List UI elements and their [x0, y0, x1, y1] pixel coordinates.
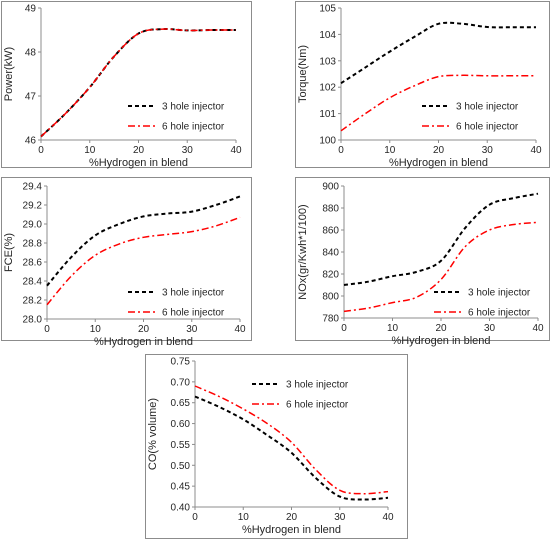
y-tick-label: 29.0: [23, 220, 43, 231]
series-line-2: [343, 221, 539, 313]
chart-panel-3: 0 10 20 30 40 28.0 28.2 28.4 28.6 28.8 29.0 29.2 29.…: [1, 177, 252, 348]
series-line-2: [194, 385, 389, 495]
y-tick-label: 0.65: [171, 398, 191, 409]
y-tick-label: 102: [319, 83, 336, 94]
y-axis-label: FCE(%): [3, 233, 15, 272]
x-tick-label: 0: [341, 323, 347, 334]
y-tick-label: 0.40: [171, 503, 191, 514]
x-tick-label: 20: [286, 512, 298, 523]
legend-label-1: 3 hole injector: [286, 380, 349, 391]
y-tick-label: 860: [322, 226, 339, 237]
x-tick-label: 0: [338, 145, 344, 156]
legend-label-2: 6 hole injector: [468, 308, 531, 319]
y-tick-label: 0.50: [171, 461, 191, 472]
chart-panel-1: 0 10 20 30 40 46 47 48 49 %Hydrogen in blend Power…: [1, 1, 252, 169]
x-tick-label: 0: [192, 512, 198, 523]
y-axis-label: NOx(gr/Kwh*1/100): [297, 204, 309, 299]
chart-panel-5: 0 10 20 30 40 0.40 0.45 0.50 0.55 0.60 0.65 0.70 0.7…: [145, 354, 408, 539]
x-tick-label: 10: [387, 323, 399, 334]
x-tick-label: 30: [334, 512, 346, 523]
legend-label-2: 6 hole injector: [162, 308, 225, 319]
legend-label-2: 6 hole injector: [456, 122, 519, 133]
x-axis-label: %Hydrogen in blend: [242, 524, 341, 536]
y-tick-label: 800: [322, 292, 339, 303]
x-tick-label: 0: [38, 145, 44, 156]
x-tick-label: 10: [238, 512, 250, 523]
x-tick-label: 10: [84, 145, 96, 156]
y-tick-label: 0.60: [171, 419, 191, 430]
y-tick-label: 0.45: [171, 482, 191, 493]
x-axis-label: %Hydrogen in blend: [389, 157, 488, 169]
y-tick-label: 104: [319, 30, 336, 41]
y-tick-label: 28.2: [23, 296, 43, 307]
chart-panel-2: 0 10 20 30 40 100 101 102 103 104 105 %Hydrogen in …: [295, 1, 550, 169]
y-tick-label: 28.0: [23, 315, 43, 326]
x-tick-label: 40: [234, 324, 246, 335]
y-tick-label: 29.2: [23, 201, 43, 212]
x-tick-label: 10: [384, 145, 396, 156]
x-axis-label: %Hydrogen in blend: [89, 157, 188, 169]
y-tick-label: 0.55: [171, 440, 191, 451]
y-tick-label: 780: [322, 314, 339, 325]
y-tick-label: 100: [319, 136, 336, 147]
series-line-1: [46, 195, 241, 287]
y-tick-label: 28.4: [23, 277, 43, 288]
x-tick-label: 30: [482, 145, 494, 156]
legend-label-1: 3 hole injector: [162, 288, 225, 299]
series-line-1: [194, 395, 389, 501]
y-tick-label: 0.70: [171, 377, 191, 388]
series-line-1: [40, 28, 237, 138]
x-axis-label: %Hydrogen in blend: [391, 335, 490, 347]
chart-frame: [1, 177, 252, 341]
x-tick-label: 30: [484, 323, 496, 334]
y-tick-label: 29.4: [23, 182, 43, 193]
x-tick-label: 20: [433, 145, 445, 156]
y-tick-label: 28.8: [23, 239, 43, 250]
y-tick-label: 46: [25, 136, 37, 147]
x-tick-label: 10: [90, 324, 102, 335]
legend-label-2: 6 hole injector: [286, 400, 349, 411]
x-axis-label: %Hydrogen in blend: [94, 336, 193, 348]
y-tick-label: 820: [322, 270, 339, 281]
series-line-1: [343, 192, 539, 286]
y-tick-label: 880: [322, 204, 339, 215]
x-tick-label: 40: [382, 512, 394, 523]
y-tick-label: 103: [319, 56, 336, 67]
series-line-2: [46, 216, 241, 306]
series-line-1: [340, 21, 536, 85]
legend-label-2: 6 hole injector: [162, 122, 225, 133]
x-tick-label: 30: [182, 145, 194, 156]
x-tick-label: 40: [230, 145, 242, 156]
y-axis-label: CO(% volume): [147, 398, 159, 470]
x-tick-label: 0: [44, 324, 50, 335]
y-axis-label: Power(kW): [3, 47, 15, 101]
x-tick-label: 20: [435, 323, 447, 334]
legend-label-1: 3 hole injector: [162, 102, 225, 113]
y-tick-label: 28.6: [23, 258, 43, 269]
x-tick-label: 40: [530, 145, 542, 156]
chart-panel-4: 0 10 20 30 40 780 800 820 840 860 880 900 %Hydrogen …: [295, 177, 550, 347]
x-tick-label: 30: [186, 324, 198, 335]
y-tick-label: 48: [25, 48, 37, 59]
y-tick-label: 900: [322, 182, 339, 193]
y-tick-label: 47: [25, 92, 37, 103]
legend-label-1: 3 hole injector: [468, 288, 531, 299]
legend-label-1: 3 hole injector: [456, 102, 519, 113]
y-tick-label: 101: [319, 109, 336, 120]
y-tick-label: 840: [322, 248, 339, 259]
y-tick-label: 0.75: [171, 357, 191, 368]
y-tick-label: 105: [319, 4, 336, 15]
y-axis-label: Torque(Nm): [297, 45, 309, 103]
y-tick-label: 49: [25, 4, 37, 15]
x-tick-label: 40: [532, 323, 544, 334]
x-tick-label: 20: [133, 145, 145, 156]
chart-frame: [1, 1, 252, 168]
series-line-2: [40, 28, 237, 138]
x-tick-label: 20: [138, 324, 150, 335]
